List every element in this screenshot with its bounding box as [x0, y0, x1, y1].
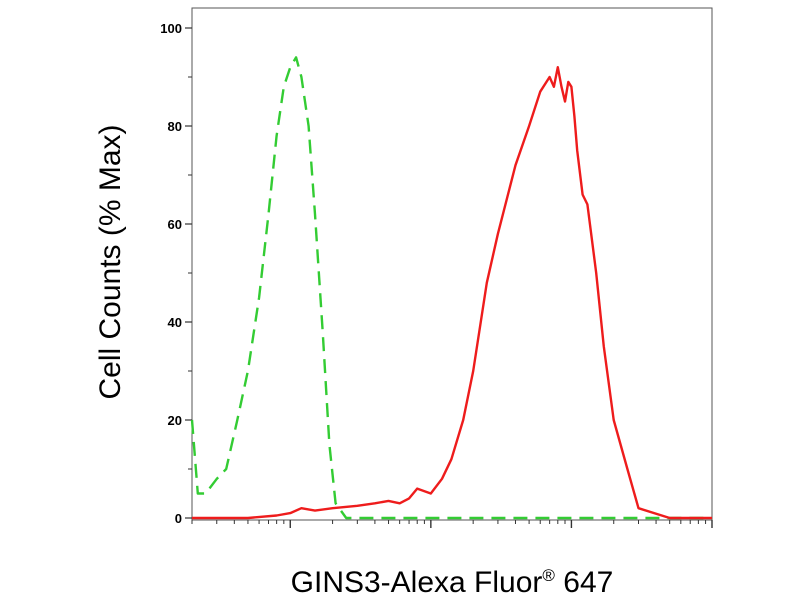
series-group: [190, 56, 712, 520]
x-axis-title-suffix: 647: [555, 566, 613, 599]
x-axis-title-superscript: ®: [542, 566, 555, 585]
x-axis-title: GINS3-Alexa Fluor® 647: [291, 566, 614, 599]
y-axis: 0 20 40 60 80 100: [160, 21, 192, 526]
stained-histogram-line: [192, 65, 712, 520]
y-tick-label: 20: [168, 413, 182, 428]
y-tick-label: 40: [168, 315, 182, 330]
y-axis-title: Cell Counts (% Max): [94, 124, 127, 399]
x-axis: [191, 520, 713, 528]
y-tick-label: 0: [175, 511, 182, 526]
control-histogram-line: [190, 56, 712, 520]
y-tick-label: 60: [168, 217, 182, 232]
plot-frame: [191, 7, 713, 521]
y-tick-label: 100: [160, 21, 182, 36]
x-axis-title-main: GINS3-Alexa Fluor: [291, 566, 543, 599]
y-tick-label: 80: [168, 119, 182, 134]
